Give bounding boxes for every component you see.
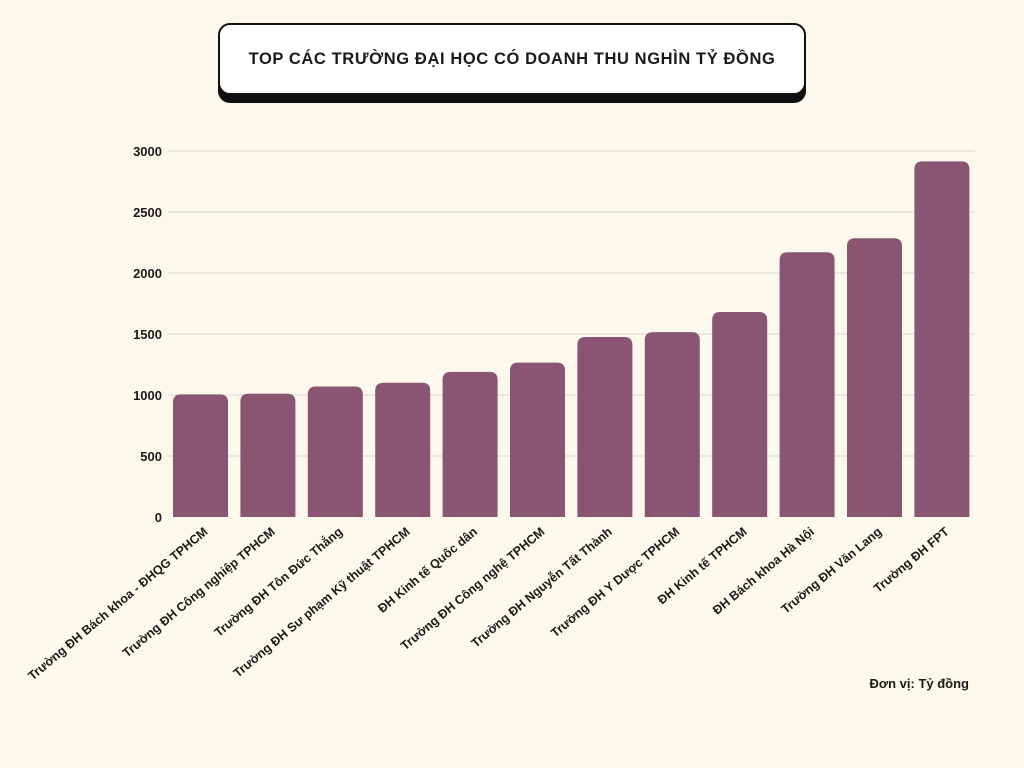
bar (577, 337, 633, 517)
chart-title: TOP CÁC TRƯỜNG ĐẠI HỌC CÓ DOANH THU NGHÌ… (248, 49, 776, 68)
y-tick-label: 2500 (133, 205, 162, 220)
bar (712, 312, 768, 517)
x-tick-label: Trường ĐH Nguyễn Tất Thành (468, 524, 615, 651)
x-tick-label: Trường ĐH Y Dược TPHCM (548, 525, 682, 641)
bar (847, 238, 902, 518)
y-tick-label: 1000 (133, 388, 162, 403)
bar (779, 252, 835, 517)
unit-note: Đơn vị: Tỷ đồng (869, 676, 969, 691)
y-tick-label: 500 (140, 449, 162, 464)
bar (644, 332, 700, 517)
y-tick-label: 3000 (133, 144, 162, 159)
title-banner: TOP CÁC TRƯỜNG ĐẠI HỌC CÓ DOANH THU NGHÌ… (218, 23, 806, 103)
bar (914, 161, 970, 517)
y-tick-label: 0 (155, 510, 162, 525)
bar (375, 382, 431, 517)
x-tick-label: Trường ĐH Công nghệ TPHCM (398, 525, 547, 653)
bar (510, 362, 565, 517)
bar (173, 394, 228, 517)
y-tick-label: 1500 (133, 327, 162, 342)
x-tick-label: Trường ĐH Tôn Đức Thắng (211, 524, 345, 640)
bar (307, 386, 363, 517)
y-tick-label: 2000 (133, 266, 162, 281)
title-box: TOP CÁC TRƯỜNG ĐẠI HỌC CÓ DOANH THU NGHÌ… (218, 23, 806, 95)
bar (442, 371, 498, 517)
bar (240, 393, 296, 517)
